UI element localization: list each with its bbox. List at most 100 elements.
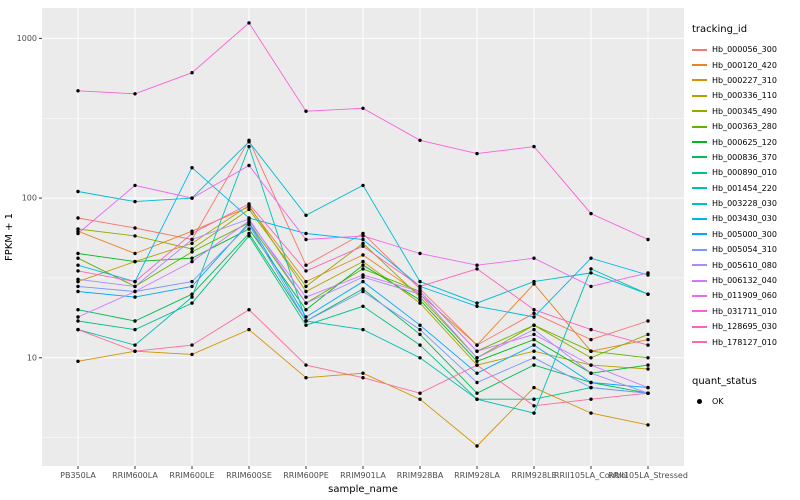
data-point	[304, 323, 308, 327]
data-point	[247, 202, 251, 206]
data-point	[361, 234, 365, 238]
data-point	[589, 411, 593, 415]
data-point	[304, 109, 308, 113]
data-point	[532, 311, 536, 315]
legend-label: Hb_000625_120	[712, 137, 777, 147]
data-point	[133, 92, 137, 96]
data-point	[361, 327, 365, 332]
data-point	[247, 144, 251, 149]
data-point	[76, 189, 80, 194]
data-point	[475, 371, 479, 375]
data-point	[361, 289, 365, 294]
data-point	[190, 301, 194, 305]
data-point	[76, 319, 80, 323]
data-point	[418, 289, 422, 294]
line-key-icon	[692, 248, 707, 251]
x-axis-title: sample_name	[328, 484, 398, 495]
data-point	[76, 227, 80, 231]
data-point	[190, 196, 194, 200]
data-point	[589, 267, 593, 271]
data-point	[418, 332, 422, 337]
data-point	[361, 371, 365, 375]
line-key-icon	[692, 294, 707, 297]
legend-item: Hb_000336_110	[692, 88, 798, 103]
data-point	[133, 199, 137, 204]
data-point	[361, 304, 365, 308]
data-point	[418, 279, 422, 284]
data-point	[475, 304, 479, 308]
data-point	[361, 279, 365, 284]
data-point	[418, 327, 422, 332]
data-point	[589, 327, 593, 332]
line-key-icon	[692, 156, 707, 159]
data-point	[304, 284, 308, 289]
line-key-icon	[692, 48, 707, 51]
y-tick-label: 100	[22, 194, 37, 203]
data-point	[133, 183, 137, 188]
data-point	[361, 259, 365, 264]
data-point	[361, 273, 365, 277]
data-point	[76, 277, 80, 281]
data-point	[133, 327, 137, 332]
line-key-icon	[692, 141, 707, 144]
data-point	[589, 284, 593, 289]
data-point	[418, 292, 422, 296]
x-tick-label: PB350LA	[60, 471, 96, 480]
data-point	[418, 298, 422, 302]
data-point	[247, 234, 251, 238]
legend-label: Hb_005610_080	[712, 260, 777, 270]
data-point	[532, 337, 536, 342]
data-point	[247, 207, 251, 212]
legend-item: Hb_006132_040	[692, 273, 798, 288]
data-point	[190, 250, 194, 254]
data-point	[190, 247, 194, 251]
data-point	[247, 21, 251, 25]
data-point	[247, 163, 251, 168]
data-point	[361, 376, 365, 380]
data-point	[76, 308, 80, 312]
legend-item: Hb_000227_310	[692, 73, 798, 88]
data-point	[532, 404, 536, 408]
data-point	[133, 289, 137, 294]
legend-item: Hb_178127_010	[692, 334, 798, 349]
data-point	[418, 295, 422, 299]
data-point	[361, 263, 365, 267]
data-point	[190, 295, 194, 299]
line-key-icon	[692, 279, 707, 282]
y-axis-title: FPKM + 1	[4, 213, 15, 261]
legend-label: Hb_000890_010	[712, 168, 777, 178]
data-point	[589, 363, 593, 367]
legend-label: Hb_000345_490	[712, 106, 777, 116]
data-point	[76, 251, 80, 256]
data-point	[247, 308, 251, 312]
legend: tracking_id Hb_000056_300 Hb_000120_420 Hb…	[692, 24, 798, 409]
data-point	[304, 308, 308, 312]
data-point	[532, 256, 536, 260]
data-point	[76, 231, 80, 236]
data-point	[361, 267, 365, 271]
data-point	[190, 352, 194, 357]
data-point	[475, 263, 479, 267]
data-point	[475, 356, 479, 360]
data-point	[133, 259, 137, 264]
x-tick-label: RRIM600LE	[169, 471, 214, 480]
point-key-icon	[697, 399, 702, 404]
data-point	[304, 376, 308, 380]
data-point	[532, 397, 536, 401]
legend-label: Hb_031711_010	[712, 306, 777, 316]
legend-item: Hb_000120_420	[692, 57, 798, 72]
data-point	[475, 267, 479, 271]
legend-item: Hb_000890_010	[692, 165, 798, 180]
line-key-icon	[692, 171, 707, 174]
data-point	[133, 279, 137, 284]
data-point	[475, 444, 479, 448]
chart-layers: 10 100 1000 PB350LA RRIM600LA RRIM600LE RRIM60…	[17, 8, 688, 480]
data-point	[418, 287, 422, 291]
data-point	[418, 356, 422, 360]
data-point	[646, 337, 650, 342]
data-point	[475, 391, 479, 395]
legend-item: Hb_000345_490	[692, 104, 798, 119]
legend-item: Hb_000625_120	[692, 134, 798, 149]
